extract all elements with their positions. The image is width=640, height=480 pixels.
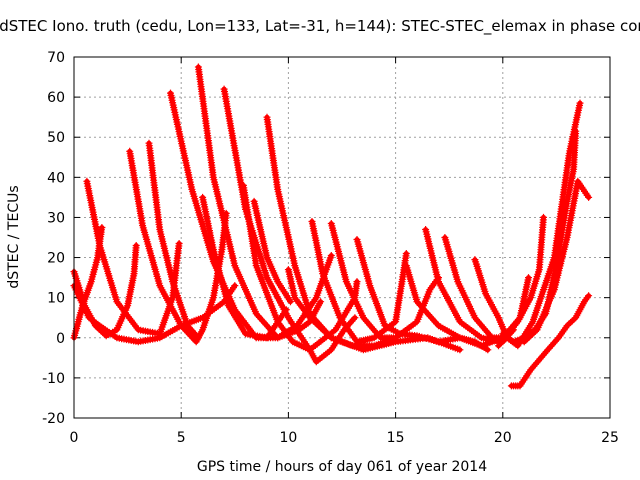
x-tick-label: 10 [279,430,297,446]
series-markers [507,292,593,390]
series-track-19 [471,99,584,350]
series-markers [194,63,325,342]
series-track-5 [145,139,202,342]
y-tick-label: 10 [47,291,65,307]
y-tick-label: 20 [47,251,65,267]
data-marks [70,63,593,390]
series-markers [199,193,290,342]
y-tick-label: 50 [47,130,65,146]
x-tick-label: 5 [177,430,186,446]
series-markers [327,220,442,342]
y-axis-ticks: -20 -10 0 10 20 30 40 50 60 70 [42,50,610,427]
y-tick-label: -10 [42,371,65,387]
series-track-18 [441,234,517,342]
series-track-10 [199,193,290,342]
x-tick-label: 20 [494,430,512,446]
series-markers [499,127,580,346]
series-track-12 [250,197,294,306]
x-axis-label: GPS time / hours of day 061 of year 2014 [197,459,487,475]
y-tick-label: 30 [47,210,65,226]
series-markers [126,147,230,346]
series-track-23 [499,127,580,346]
series-markers [284,266,464,354]
series-markers [471,99,584,350]
series-markers [441,234,517,342]
y-tick-label: 0 [56,331,65,347]
y-axis-label: dSTEC / TECUs [6,185,22,288]
grid-lines [74,57,610,418]
y-tick-label: 60 [47,90,65,106]
series-track-21 [507,292,593,390]
chart-title: dSTEC Iono. truth (cedu, Lon=133, Lat=-3… [0,17,640,36]
series-track-14 [327,220,442,342]
series-track-20 [495,213,547,350]
y-tick-label: -20 [42,411,65,427]
series-track-24 [284,266,464,354]
x-tick-label: 15 [387,430,405,446]
series-track-9 [239,181,361,354]
series-markers [250,197,294,306]
y-tick-label: 40 [47,170,65,186]
series-track-7 [194,63,325,342]
x-axis-ticks: 0 5 10 15 20 25 [70,57,619,446]
plot-frame [73,56,611,419]
series-track-13 [308,218,410,346]
x-tick-label: 25 [601,430,619,446]
y-tick-label: 70 [47,50,65,66]
x-tick-label: 0 [70,430,79,446]
